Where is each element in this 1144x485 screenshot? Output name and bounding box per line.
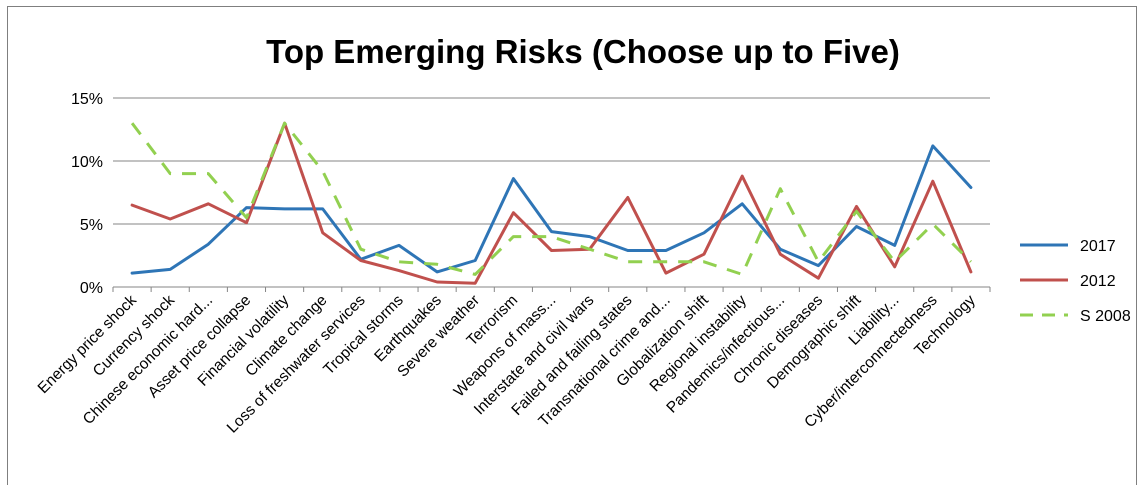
y-tick-label: 10% — [71, 154, 103, 171]
legend: 2017 2012 S 2008 — [1020, 238, 1131, 325]
chart-border — [7, 6, 1137, 485]
y-tick-label: 0% — [80, 280, 103, 297]
chart-title: Top Emerging Risks (Choose up to Five) — [266, 33, 900, 70]
series-line-s-2008 — [130, 121, 972, 276]
legend-label: 2012 — [1080, 273, 1116, 290]
gridlines — [113, 97, 990, 225]
y-axis-ticks: 0% 5% 10% 15% — [71, 91, 103, 297]
y-tick-label: 15% — [71, 91, 103, 108]
series-lines — [130, 121, 973, 285]
axes — [112, 286, 991, 292]
legend-label: S 2008 — [1080, 308, 1131, 325]
y-tick-label: 5% — [80, 217, 103, 234]
legend-label: 2017 — [1080, 238, 1116, 255]
